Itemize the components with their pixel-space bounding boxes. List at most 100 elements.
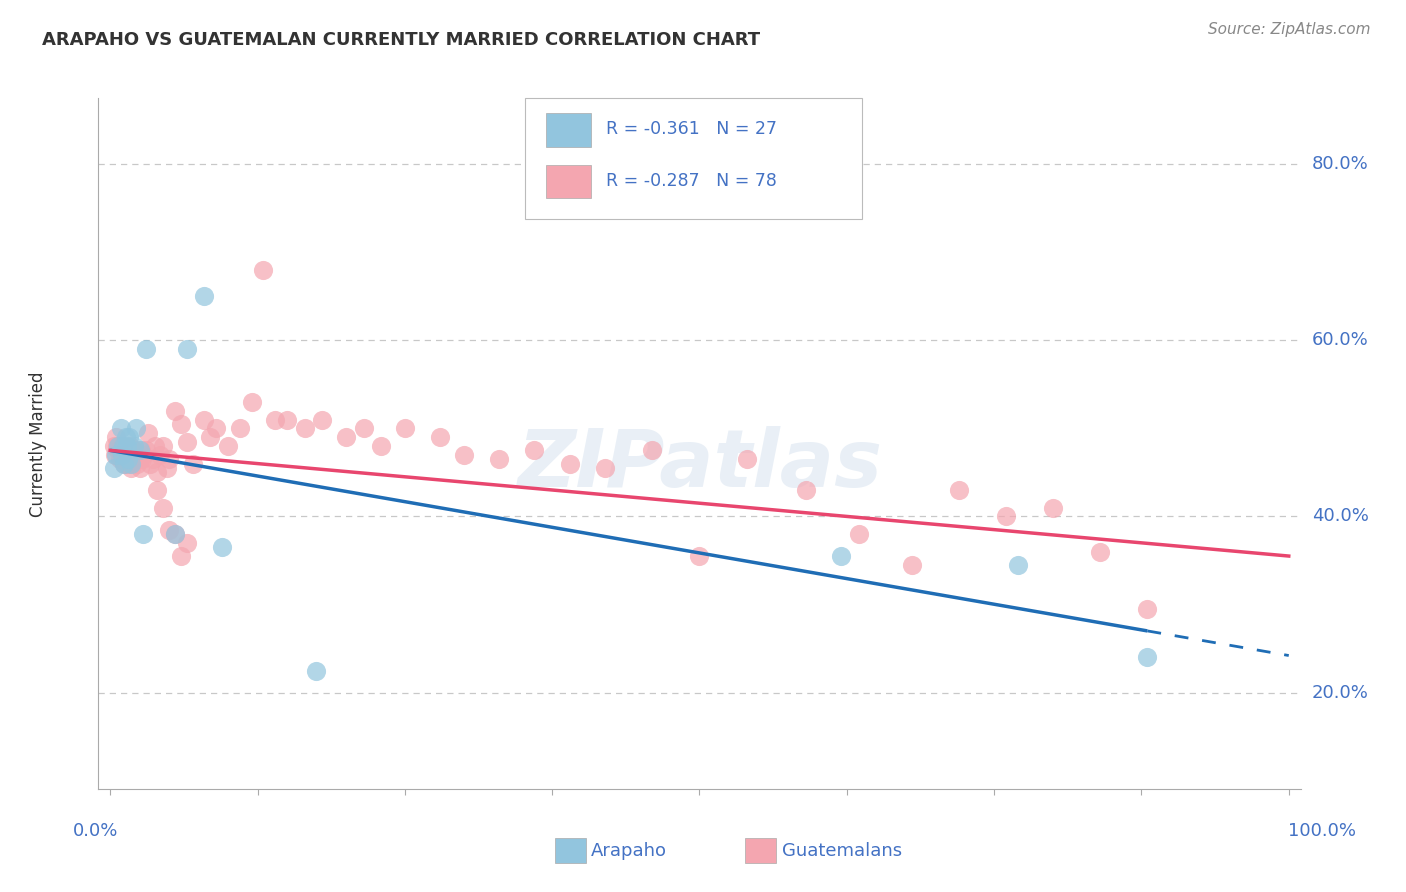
Text: R = -0.361   N = 27: R = -0.361 N = 27: [606, 120, 776, 138]
Point: [193, 289, 215, 303]
Point: [112, 457, 135, 471]
Point: [118, 430, 141, 444]
Point: [128, 443, 150, 458]
Point: [114, 443, 136, 458]
Point: [181, 457, 204, 471]
Point: [103, 461, 125, 475]
Point: [139, 457, 162, 471]
Point: [108, 452, 131, 467]
Text: 0.0%: 0.0%: [73, 822, 118, 840]
Point: [848, 527, 870, 541]
Point: [558, 457, 581, 471]
Point: [112, 439, 135, 453]
Point: [111, 448, 134, 462]
Text: 100.0%: 100.0%: [1288, 822, 1355, 840]
Point: [124, 452, 146, 467]
Point: [488, 452, 510, 467]
Point: [1007, 558, 1029, 572]
Point: [127, 457, 149, 471]
Point: [115, 439, 138, 453]
Point: [110, 443, 132, 458]
Text: Currently Married: Currently Married: [30, 371, 48, 516]
Point: [205, 421, 228, 435]
Point: [900, 558, 922, 572]
Point: [143, 439, 166, 453]
Point: [157, 523, 180, 537]
Point: [103, 439, 125, 453]
Point: [157, 452, 180, 467]
Point: [994, 509, 1017, 524]
Text: 60.0%: 60.0%: [1312, 331, 1368, 350]
Text: Source: ZipAtlas.com: Source: ZipAtlas.com: [1208, 22, 1371, 37]
Point: [146, 466, 169, 480]
Point: [135, 342, 157, 356]
Point: [114, 430, 136, 444]
Point: [170, 417, 193, 431]
Text: Arapaho: Arapaho: [591, 842, 666, 860]
Point: [200, 430, 222, 444]
Point: [132, 448, 155, 462]
Point: [1136, 650, 1159, 665]
Point: [117, 452, 139, 467]
Point: [689, 549, 711, 563]
Point: [104, 448, 127, 462]
Point: [735, 452, 758, 467]
Point: [370, 439, 392, 453]
Point: [294, 421, 316, 435]
Point: [128, 448, 150, 462]
Point: [105, 439, 128, 453]
Point: [122, 443, 145, 458]
Bar: [546, 113, 592, 146]
Point: [125, 421, 148, 435]
Point: [129, 443, 152, 458]
Point: [146, 483, 169, 497]
Point: [163, 527, 186, 541]
Point: [156, 461, 179, 475]
Point: [252, 263, 274, 277]
Point: [131, 452, 153, 467]
Text: ARAPAHO VS GUATEMALAN CURRENTLY MARRIED CORRELATION CHART: ARAPAHO VS GUATEMALAN CURRENTLY MARRIED …: [42, 31, 761, 49]
Point: [128, 461, 150, 475]
Point: [276, 412, 298, 426]
Point: [105, 448, 128, 462]
Point: [149, 448, 172, 462]
Point: [176, 536, 198, 550]
Text: ZIPatlas: ZIPatlas: [517, 425, 882, 503]
Text: 40.0%: 40.0%: [1312, 508, 1368, 525]
Point: [112, 457, 135, 471]
Point: [593, 461, 616, 475]
Point: [152, 500, 174, 515]
Point: [170, 549, 193, 563]
Point: [641, 443, 664, 458]
Point: [176, 342, 198, 356]
Point: [118, 457, 141, 471]
Point: [429, 430, 451, 444]
Point: [115, 457, 138, 471]
Point: [163, 527, 186, 541]
Point: [1042, 500, 1064, 515]
Point: [111, 452, 134, 467]
Point: [353, 421, 375, 435]
Point: [394, 421, 416, 435]
Bar: [546, 165, 592, 198]
Point: [794, 483, 817, 497]
Point: [830, 549, 852, 563]
Point: [311, 412, 333, 426]
Point: [948, 483, 970, 497]
Point: [107, 443, 129, 458]
Text: Guatemalans: Guatemalans: [782, 842, 901, 860]
Point: [152, 439, 174, 453]
Point: [1088, 544, 1111, 558]
Point: [125, 448, 148, 462]
Point: [211, 541, 233, 555]
Point: [163, 403, 186, 417]
Point: [105, 430, 128, 444]
Point: [1136, 602, 1159, 616]
Text: 20.0%: 20.0%: [1312, 683, 1368, 701]
Point: [132, 527, 155, 541]
Point: [107, 439, 129, 453]
Point: [136, 425, 159, 440]
Point: [523, 443, 546, 458]
Point: [112, 443, 135, 458]
Point: [120, 439, 142, 453]
